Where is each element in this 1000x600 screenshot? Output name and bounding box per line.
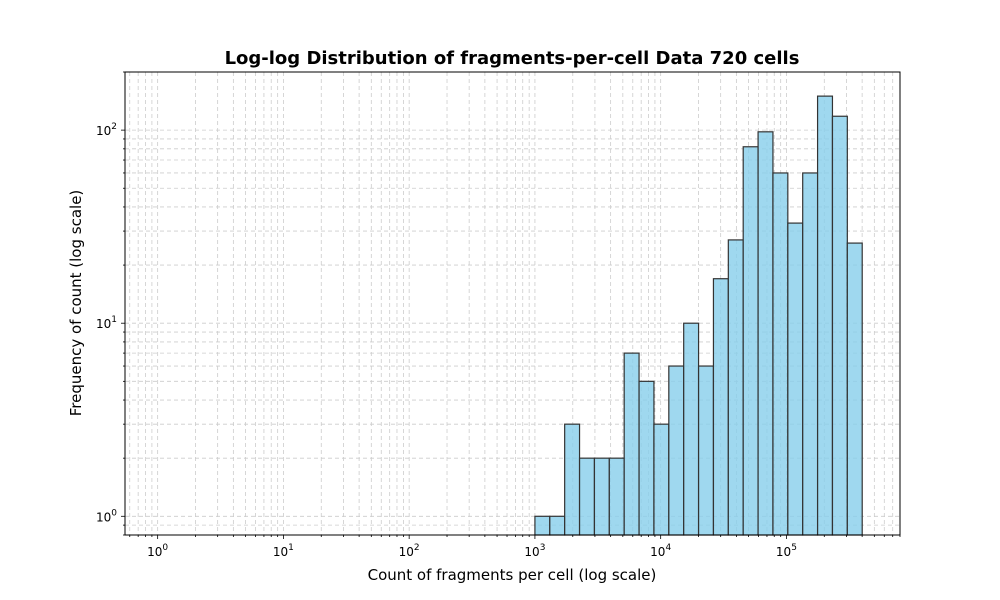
histogram-bar bbox=[757, 131, 774, 536]
x-tick-label: 101 bbox=[273, 543, 294, 559]
histogram-bar bbox=[578, 457, 596, 536]
ticks-layer: 100 101 102 103 104 105 100 101 102 bbox=[96, 71, 901, 559]
histogram-bar bbox=[549, 515, 566, 536]
histogram-bar bbox=[712, 278, 729, 536]
histogram-bar bbox=[802, 172, 819, 536]
histogram-bar bbox=[683, 322, 700, 536]
x-tick-label: 102 bbox=[399, 543, 420, 559]
x-tick-label: 105 bbox=[776, 543, 797, 559]
x-tick-label: 103 bbox=[524, 543, 545, 559]
histogram-bar bbox=[772, 172, 789, 536]
x-tick-label: 100 bbox=[147, 543, 168, 559]
histogram-bar bbox=[608, 457, 625, 536]
chart-title: Log-log Distribution of fragments-per-ce… bbox=[225, 48, 800, 69]
y-tick-label: 101 bbox=[96, 315, 117, 331]
x-axis-label: Count of fragments per cell (log scale) bbox=[368, 566, 657, 584]
bars-layer bbox=[534, 95, 863, 536]
histogram-bar bbox=[668, 365, 685, 536]
y-tick-label: 102 bbox=[96, 122, 117, 138]
x-tick-label: 104 bbox=[650, 543, 671, 559]
histogram-bar bbox=[831, 115, 848, 536]
plot-frame bbox=[124, 71, 901, 536]
histogram-bar bbox=[534, 515, 551, 536]
histogram-bar bbox=[623, 352, 640, 536]
histogram-bar bbox=[638, 380, 655, 536]
histogram-bar bbox=[653, 423, 670, 536]
histogram-bar bbox=[727, 239, 744, 536]
histogram-bar bbox=[593, 457, 610, 536]
histogram-bar bbox=[742, 146, 759, 536]
histogram-bar bbox=[697, 365, 715, 536]
y-axis-label: Frequency of count (log scale) bbox=[67, 190, 85, 417]
histogram-bar bbox=[816, 95, 834, 536]
histogram-bar bbox=[846, 242, 863, 536]
y-tick-label: 100 bbox=[96, 508, 117, 524]
histogram-bar bbox=[787, 222, 804, 536]
histogram-bar bbox=[564, 423, 581, 536]
